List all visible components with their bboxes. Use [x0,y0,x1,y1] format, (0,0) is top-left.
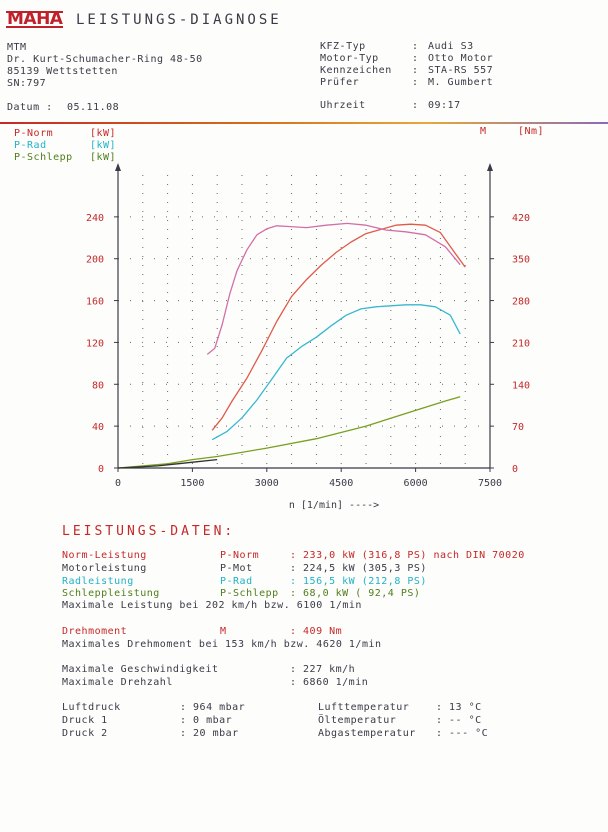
engine-type-label: Motor-Typ [320,53,379,64]
tester-colon: : [412,77,419,88]
max-speed-label: Maximale Geschwindigkeit [62,664,219,675]
series-line-pschlepp [117,396,461,469]
x-axis-label: n [1/min] ----> [289,500,379,511]
color-divider [0,122,608,124]
env-value-2: : --- °C [436,728,489,739]
y-right-tick-label: 350 [512,255,530,266]
env-value: : 20 mbar [180,728,239,739]
engine-type-colon: : [412,53,419,64]
env-label-2: Abgastemperatur [318,728,416,739]
x-tick-label: 7500 [478,478,502,489]
y-left-tick-label: 200 [86,255,104,266]
torque-label: Drehmoment [62,626,128,637]
data-section-title: LEISTUNGS-DATEN: [62,524,236,539]
data-row-symbol: P-Rad [220,576,253,587]
vehicle-type-label: KFZ-Typ [320,41,366,52]
series-line-pnorm [211,223,466,431]
data-row-label: Radleistung [62,576,134,587]
data-row-value: : 68,0 kW ( 92,4 PS) [290,588,421,599]
max-torque-line: Maximales Drehmoment bei 153 km/h bzw. 4… [62,639,382,650]
max-rpm-value: : 6860 1/min [290,677,369,688]
y-left-tick-label: 240 [86,213,104,224]
plate-label: Kennzeichen [320,65,392,76]
series-line-m [206,222,461,355]
max-speed-value: : 227 km/h [290,664,356,675]
env-value: : 964 mbar [180,702,246,713]
data-row-value: : 233,0 kW (316,8 PS) nach DIN 70020 [290,550,525,561]
y-axis-right-arrow [487,163,493,171]
legend-p-schlepp: P-Schlepp [14,152,73,163]
page-title: LEISTUNGS-DIAGNOSE [76,12,282,28]
company-city: 85139 Wettstetten [7,66,118,77]
y-right-tick-label: 420 [512,213,530,224]
series-line-pmot [117,458,218,469]
y-left-tick-label: 120 [86,338,104,349]
plate-colon: : [412,65,419,76]
env-label: Druck 1 [62,715,108,726]
y-right-tick-label: 70 [512,422,524,433]
time-value: 09:17 [428,100,461,111]
env-label: Luftdruck [62,702,121,713]
legend-torque: M [480,126,487,137]
data-row-value: : 224,5 kW (305,3 PS) [290,563,427,574]
y-right-tick-label: 0 [512,464,518,475]
data-row-symbol: P-Mot [220,563,253,574]
date-label: Datum : [7,102,53,113]
data-row-label: Schleppleistung [62,588,160,599]
data-row-value: : 156,5 kW (212,8 PS) [290,576,427,587]
y-left-tick-label: 80 [92,380,104,391]
env-value-2: : 13 °C [436,702,482,713]
vehicle-type-colon: : [412,41,419,52]
y-axis-left-arrow [115,163,121,171]
vehicle-type-value: Audi S3 [428,41,474,52]
x-tick-label: 1500 [180,478,204,489]
plate-value: STA-RS 557 [428,65,494,76]
legend-p-norm-unit: [kW] [90,128,117,139]
max-rpm-label: Maximale Drehzahl [62,677,173,688]
engine-type-value: Otto Motor [428,53,494,64]
y-left-tick-label: 0 [98,464,104,475]
data-row-label: Norm-Leistung [62,550,147,561]
env-value-2: : -- °C [436,715,482,726]
env-label: Druck 2 [62,728,108,739]
x-tick-label: 4500 [329,478,353,489]
company-name: MTM [7,42,27,53]
time-label: Uhrzeit [320,100,366,111]
y-right-tick-label: 210 [512,338,530,349]
data-row-symbol: P-Norm [220,550,260,561]
legend-p-schlepp-unit: [kW] [90,152,117,163]
legend-p-norm: P-Norm [14,128,54,139]
x-tick-label: 0 [115,478,121,489]
x-tick-label: 6000 [404,478,428,489]
power-torque-chart: 0 40 80 120 160 200 240 0 70 140 210 280 350 420 0 1500… [86,163,530,511]
company-street: Dr. Kurt-Schumacher-Ring 48-50 [7,54,203,65]
y-right-tick-label: 140 [512,380,530,391]
legend-p-rad: P-Rad [14,140,47,151]
max-power-line: Maximale Leistung bei 202 km/h bzw. 6100… [62,600,362,611]
env-label-2: Lufttemperatur [318,702,410,713]
env-value: : 0 mbar [180,715,233,726]
date-value: 05.11.08 [67,102,120,113]
env-label-2: Öltemperatur [318,715,397,726]
maha-logo: MAHA [6,9,64,29]
y-left-tick-label: 160 [86,297,104,308]
time-colon: : [412,100,419,111]
legend-p-rad-unit: [kW] [90,140,117,151]
series-line-prad [211,304,461,441]
data-row-symbol: P-Schlepp [220,588,279,599]
torque-symbol: M [220,626,227,637]
data-row-label: Motorleistung [62,563,147,574]
torque-value: : 409 Nm [290,626,343,637]
serial-number: SN:797 [7,78,47,89]
legend-torque-unit: [Nm] [518,126,545,137]
tester-label: Prüfer [320,77,360,88]
tester-value: M. Gumbert [428,77,494,88]
y-right-tick-label: 280 [512,297,530,308]
y-left-tick-label: 40 [92,422,104,433]
x-tick-label: 3000 [255,478,279,489]
